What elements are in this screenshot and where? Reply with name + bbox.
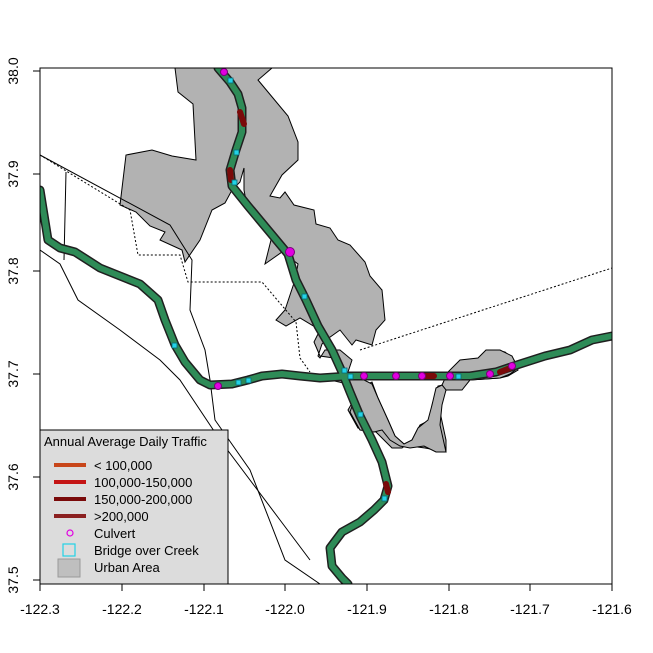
x-tick-label: -122.2 [102,601,142,617]
urban-area-main [119,68,519,453]
legend-item-label: 100,000-150,000 [94,475,192,490]
legend: Annual Average Daily Traffic < 100,000 1… [39,429,229,585]
legend-title: Annual Average Daily Traffic [44,434,207,449]
culvert-marker [214,382,222,390]
x-tick-label: -121.7 [510,601,550,617]
legend-box [39,429,229,585]
x-tick-label: -122.3 [20,601,60,617]
y-tick-label: 38.0 [5,57,21,84]
culvert-marker [360,372,368,380]
x-tick-label: -122.1 [184,601,224,617]
y-tick-label: 37.9 [5,160,21,187]
plot-area [40,68,612,584]
legend-item-label: Culvert [94,526,136,541]
bridge-marker [357,411,364,418]
legend-item-label: Urban Area [94,560,161,575]
bridge-marker [231,179,238,186]
legend-item-label: >200,000 [94,509,149,524]
x-tick-label: -121.9 [347,601,387,617]
bridge-marker [171,342,178,349]
y-tick-label: 37.7 [5,360,21,387]
culvert-marker [220,68,228,76]
dotted-boundary-lines [40,154,612,373]
plot-frame [39,67,613,585]
bridge-marker [301,293,308,300]
y-tick-label: 37.8 [5,257,21,284]
segment-high-traffic [237,109,247,127]
legend-swatch-circle [66,529,74,537]
bridge-markers [171,77,462,502]
x-tick-labels: -122.3 -122.2 -122.1 -122.0 -121.9 -121.… [20,601,632,617]
segment-high-traffic [383,481,391,495]
legend-swatch-rect [57,558,81,578]
culvert-marker [418,372,426,380]
culvert-marker [486,370,494,378]
x-tick-label: -121.8 [429,601,469,617]
bridge-marker [381,495,388,502]
bridge-marker [245,377,252,384]
bridge-marker [235,379,242,386]
culvert-marker [446,372,454,380]
bridge-marker [455,373,462,380]
segment-high-traffic [497,365,513,375]
culvert-marker [285,247,295,257]
x-axis [39,584,613,591]
culvert-marker [392,372,400,380]
y-tick-labels: 37.5 37.6 37.7 37.8 37.9 38.0 [5,57,21,593]
bridge-marker [341,367,348,374]
bridge-marker [227,77,234,84]
y-tick-label: 37.6 [5,463,21,490]
bridge-marker [233,149,240,156]
segment-high-traffic [227,167,234,183]
legend-item-label: Bridge over Creek [94,543,199,558]
highway-north-south-fill [215,68,391,584]
culvert-marker [508,362,516,370]
culvert-markers [214,68,516,390]
legend-swatch-square [62,543,76,557]
x-tick-label: -121.6 [592,601,632,617]
y-tick-label: 37.5 [5,566,21,593]
legend-item-label: < 100,000 [94,458,152,473]
bridge-marker [347,373,354,380]
legend-item-label: 150,000-200,000 [94,492,192,507]
y-axis [33,70,40,581]
x-tick-label: -122.0 [265,601,305,617]
